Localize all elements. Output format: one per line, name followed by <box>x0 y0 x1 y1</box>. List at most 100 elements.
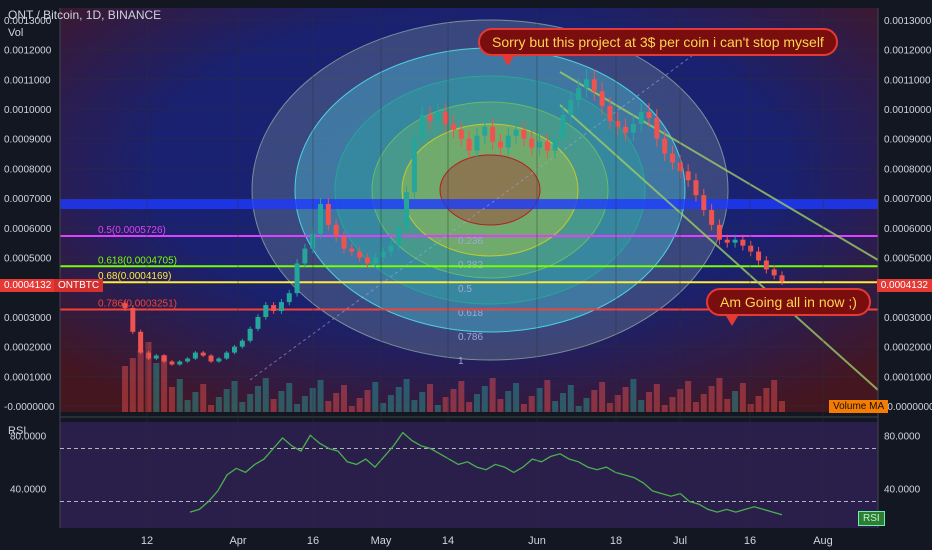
candle-body <box>177 361 183 365</box>
volume-bar <box>231 381 238 412</box>
candle-body <box>654 117 660 139</box>
fib-circle-label: 1 <box>458 356 464 367</box>
volume-bar <box>771 380 778 412</box>
candle-body <box>427 114 433 121</box>
volume-bar <box>552 401 559 412</box>
volume-bar <box>161 355 168 412</box>
candle-body <box>591 79 597 92</box>
volume-bar <box>411 400 418 412</box>
volume-bar <box>427 384 434 412</box>
time-tick: 16 <box>744 535 756 547</box>
price-tick-right: 0.0003000 <box>884 313 932 324</box>
volume-bar <box>520 404 527 412</box>
symbol-tag: ONTBTC <box>54 279 104 292</box>
volume-bar <box>591 390 598 412</box>
price-tick-right: 0.0013000 <box>884 16 932 27</box>
candle-body <box>153 355 159 359</box>
candle-body <box>138 331 144 353</box>
volume-bar <box>614 395 621 412</box>
rsi-tick-left: 40.0000 <box>10 484 47 495</box>
volume-bar <box>262 378 269 412</box>
volume-bar <box>466 402 473 412</box>
candle-body <box>192 352 198 359</box>
volume-bar <box>372 382 379 412</box>
candle-body <box>294 263 300 294</box>
volume-bar <box>544 380 551 412</box>
price-tick-left: 0.0013000 <box>4 16 52 27</box>
candle-body <box>779 275 785 282</box>
time-tick: May <box>371 535 392 547</box>
volume-bar <box>560 393 566 412</box>
candle-body <box>756 251 762 261</box>
volume-bar <box>646 392 653 412</box>
volume-bar <box>137 350 144 412</box>
candle-body <box>537 141 543 148</box>
volume-bar <box>364 390 371 412</box>
volume-bar <box>724 399 731 412</box>
rsi-tick-right: 80.0000 <box>884 431 921 442</box>
fib-circle-label: 0.786 <box>458 332 483 343</box>
candle-body <box>208 355 214 362</box>
candle-body <box>169 361 175 365</box>
volume-bar <box>317 380 324 412</box>
time-tick: 18 <box>610 535 622 547</box>
candle-body <box>466 138 472 151</box>
volume-bar <box>747 404 754 412</box>
volume-bar <box>450 389 457 412</box>
candle-body <box>216 358 222 362</box>
volume-bar <box>622 387 629 412</box>
trend-line <box>559 71 879 261</box>
candle-body <box>607 106 613 121</box>
volume-bar <box>239 402 246 412</box>
volume-bar <box>208 405 215 412</box>
volume-bar <box>716 378 723 412</box>
volume-bar <box>348 406 355 412</box>
fib-level-label: 0.5(0.0005726) <box>98 225 166 236</box>
volume-bar <box>661 405 668 412</box>
candle-body <box>685 171 691 181</box>
candle-body <box>411 138 417 193</box>
candle-body <box>435 111 441 121</box>
price-tick-left: 0.0006000 <box>4 224 52 235</box>
candle-body <box>544 141 550 151</box>
volume-bar <box>458 381 465 412</box>
volume-bar <box>677 389 684 412</box>
fib-circle-label: 0.618 <box>458 308 483 319</box>
fib-horizontal-lines <box>60 199 878 311</box>
time-tick: Aug <box>813 535 833 547</box>
candle-body <box>443 111 449 124</box>
price-tick-right: 0.0002000 <box>884 343 932 354</box>
fib-circle-label: 0.236 <box>458 236 483 247</box>
rsi-pane-fill <box>60 422 878 528</box>
candle-body <box>568 100 574 115</box>
fib-circle <box>401 123 579 257</box>
volume-bar <box>732 391 739 412</box>
candle-body <box>474 135 480 151</box>
candle-body <box>560 114 566 139</box>
price-tick-left: 0.0009000 <box>4 135 52 146</box>
price-tick-left: 0.0007000 <box>4 194 52 205</box>
volume-bar <box>301 396 308 412</box>
candle-body <box>239 340 245 347</box>
candle-body <box>224 352 230 359</box>
volume-bar <box>294 404 301 412</box>
price-pane-background <box>60 8 878 528</box>
candle-body <box>670 153 675 163</box>
volume-bar <box>708 386 715 412</box>
candle-body <box>630 123 636 133</box>
volume-bar <box>567 385 574 412</box>
price-tick-right: 0.0008000 <box>884 164 932 175</box>
candle-body <box>404 192 410 228</box>
candle-body <box>341 236 347 249</box>
rsi-title: RSI <box>8 425 27 437</box>
rsi-pane: 80.0000 80.0000 40.0000 40.0000 <box>10 431 921 516</box>
volume-bar <box>528 396 535 412</box>
volume-bar <box>779 401 785 412</box>
candle-body <box>247 328 253 341</box>
chart-title: ONT / Bitcoin, 1D, BINANCE <box>8 8 162 22</box>
candle-body <box>419 114 425 139</box>
price-tick-left: 0.0008000 <box>4 164 52 175</box>
volume-bar <box>755 396 762 412</box>
candle-body <box>388 245 394 252</box>
candle-body <box>396 227 402 246</box>
